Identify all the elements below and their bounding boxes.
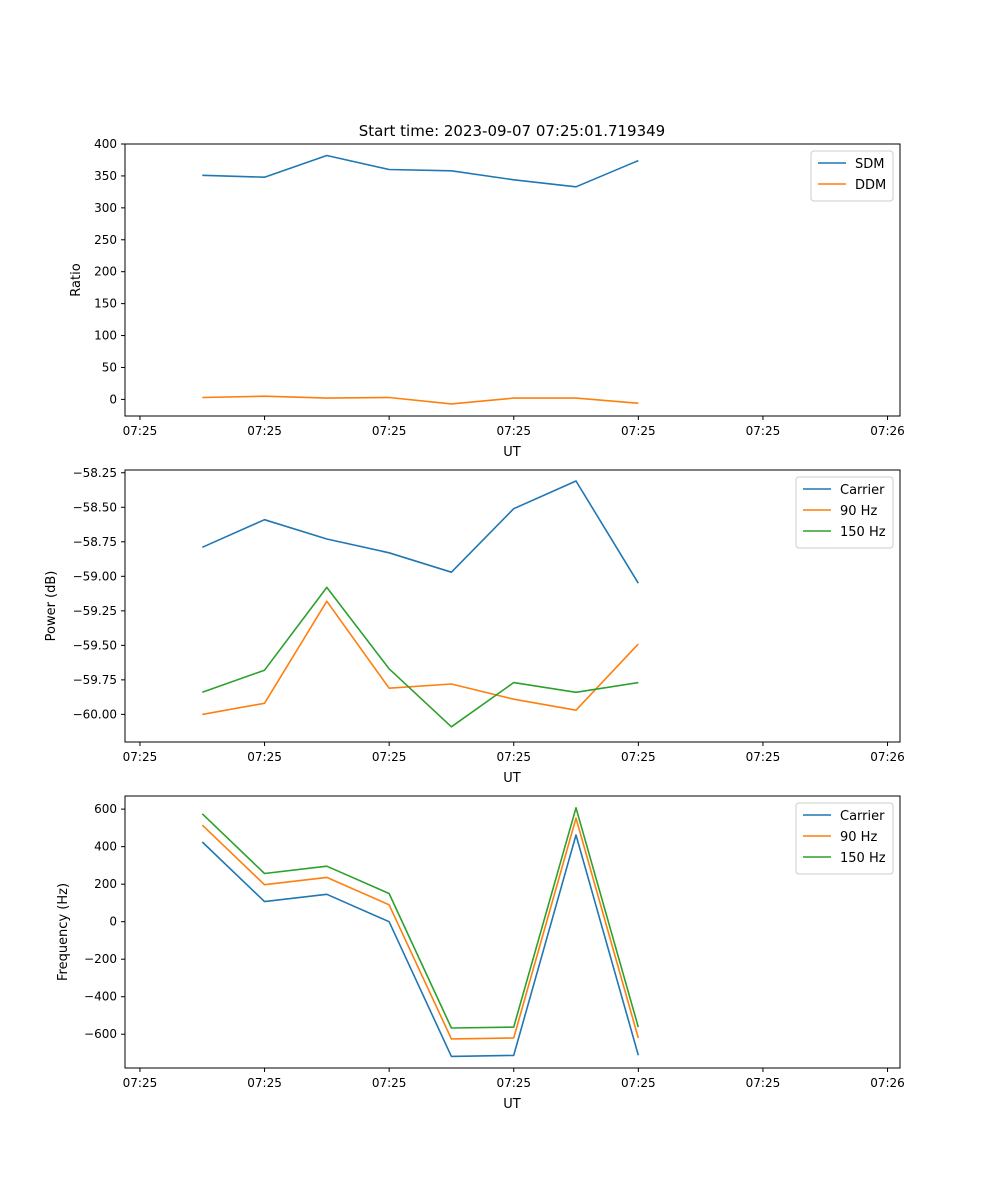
legend-label: Carrier <box>840 809 885 824</box>
x-tick-label: 07:25 <box>496 750 531 764</box>
y-tick-label: −58.25 <box>73 466 117 480</box>
y-tick-label: 350 <box>94 169 117 183</box>
series-line-90-hz <box>202 600 639 716</box>
y-tick-label: −59.25 <box>73 604 117 618</box>
legend-label: DDM <box>855 178 886 193</box>
series-line-sdm <box>202 154 639 188</box>
plot-area-ratio <box>125 144 900 416</box>
subplot-power: 07:25 07:25 07:25 07:25 07:25 07:25 07:26 −60.0… <box>44 466 905 786</box>
x-tick-label: 07:25 <box>372 750 407 764</box>
y-tick-label: 250 <box>94 233 117 247</box>
x-tick-label: 07:25 <box>247 750 282 764</box>
y-tick-label: 300 <box>94 201 117 215</box>
ylabel-frequency: Frequency (Hz) <box>56 883 71 981</box>
y-tick-label: 150 <box>94 297 117 311</box>
series-line-ddm <box>202 395 639 405</box>
legend-label: 150 Hz <box>840 851 886 866</box>
legend-label: 90 Hz <box>840 504 877 519</box>
x-tick-label: 07:25 <box>247 424 282 438</box>
plot-area-power <box>125 470 900 742</box>
x-tick-label: 07:25 <box>621 750 656 764</box>
legend-label: 150 Hz <box>840 525 886 540</box>
axes-frame-ratio <box>124 143 901 417</box>
xlabel-power: UT <box>503 771 521 786</box>
x-tick-label: 07:25 <box>746 1076 781 1090</box>
y-tick-label: 400 <box>94 840 117 854</box>
legend-label: Carrier <box>840 483 885 498</box>
x-tick-label: 07:25 <box>746 750 781 764</box>
y-tick-label: −60.00 <box>73 707 117 721</box>
y-tick-label: 400 <box>94 137 117 151</box>
y-tick-label: −400 <box>84 990 117 1004</box>
x-tick-label: 07:25 <box>496 424 531 438</box>
y-tick-label: −59.75 <box>73 673 117 687</box>
series-line-150-hz <box>201 806 640 1029</box>
x-tick-label: 07:26 <box>870 424 905 438</box>
x-tick-label: 07:26 <box>870 750 905 764</box>
subplot-frequency: 07:25 07:25 07:25 07:25 07:25 07:25 07:26 −600 −… <box>56 795 905 1112</box>
series-line-carrier <box>201 480 639 584</box>
y-tick-label: −600 <box>84 1027 117 1041</box>
x-tick-label: 07:25 <box>746 424 781 438</box>
plot-area-frequency <box>125 796 900 1068</box>
subplot-ratio: 07:25 07:25 07:25 07:25 07:25 07:25 07:26 0 50 10… <box>69 137 905 460</box>
legend-label: 90 Hz <box>840 830 877 845</box>
figure-title: Start time: 2023-09-07 07:25:01.719349 <box>359 122 665 140</box>
x-tick-label: 07:25 <box>372 424 407 438</box>
axes-frame-frequency <box>124 795 901 1069</box>
series-line-150-hz <box>202 586 639 728</box>
y-tick-label: 200 <box>94 877 117 891</box>
y-tick-label: 0 <box>109 392 117 406</box>
x-tick-label: 07:25 <box>123 424 158 438</box>
y-tick-label: −58.50 <box>73 500 117 514</box>
series-line-90-hz <box>201 817 640 1040</box>
x-tick-label: 07:25 <box>496 1076 531 1090</box>
xlabel-ratio: UT <box>503 445 521 460</box>
ylabel-ratio: Ratio <box>69 263 84 296</box>
x-tick-label: 07:25 <box>123 750 158 764</box>
x-tick-label: 07:25 <box>621 424 656 438</box>
ylabel-power: Power (dB) <box>44 571 59 642</box>
y-tick-label: 50 <box>102 360 117 374</box>
y-tick-label: 100 <box>94 329 117 343</box>
y-tick-label: −59.50 <box>73 638 117 652</box>
y-tick-label: 200 <box>94 265 117 279</box>
xlabel-frequency: UT <box>503 1097 521 1112</box>
x-tick-label: 07:25 <box>621 1076 656 1090</box>
x-tick-label: 07:25 <box>123 1076 158 1090</box>
axes-frame-power <box>124 469 901 743</box>
y-tick-label: −58.75 <box>73 535 117 549</box>
y-tick-label: 600 <box>94 802 117 816</box>
y-tick-label: −59.00 <box>73 569 117 583</box>
legend-label: SDM <box>855 157 884 172</box>
x-tick-label: 07:25 <box>372 1076 407 1090</box>
y-tick-label: 0 <box>109 915 117 929</box>
y-tick-label: −200 <box>84 952 117 966</box>
series-line-carrier <box>201 834 640 1058</box>
x-tick-label: 07:25 <box>247 1076 282 1090</box>
x-tick-label: 07:26 <box>870 1076 905 1090</box>
